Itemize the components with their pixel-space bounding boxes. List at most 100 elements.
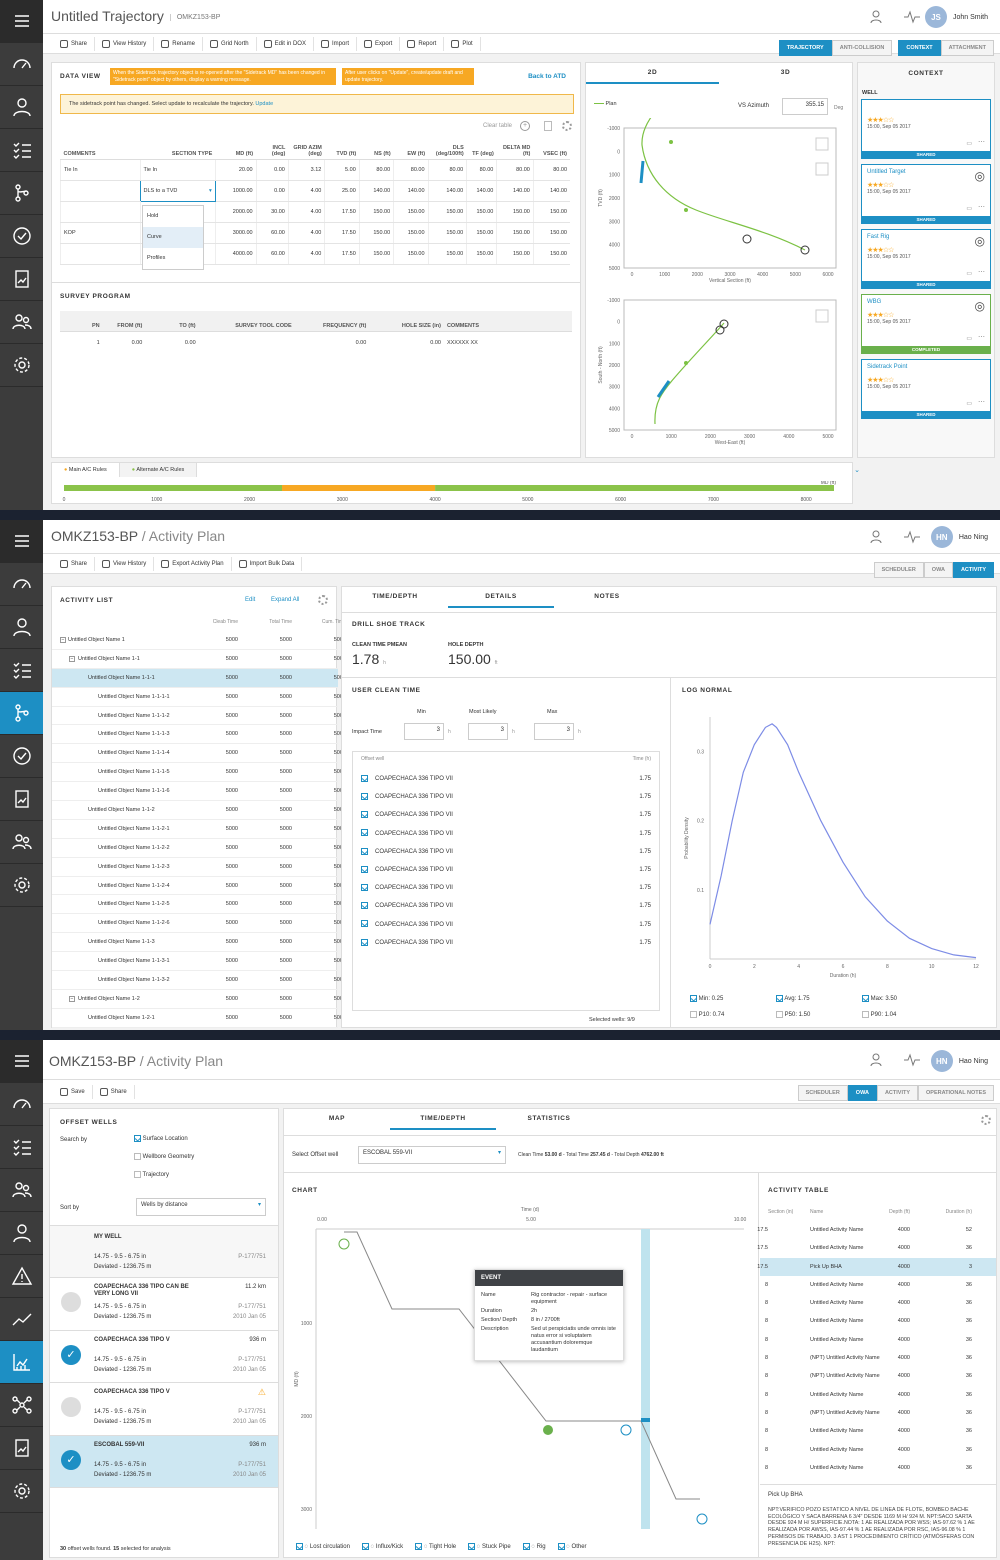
nav-users-icon[interactable] bbox=[0, 301, 43, 344]
legend-item[interactable]: ◌ Lost circulation bbox=[296, 1543, 350, 1550]
table-row[interactable]: KOP 3000.00 60.00 4.00 17.50 150.00 150.00 150.… bbox=[60, 222, 570, 244]
table-cell[interactable] bbox=[199, 331, 295, 355]
nav-menu-icon[interactable] bbox=[0, 520, 43, 563]
most-likely-input[interactable]: 3 bbox=[468, 723, 508, 740]
well-checkbox[interactable] bbox=[361, 865, 368, 873]
nav-gear-icon[interactable] bbox=[0, 1470, 43, 1513]
table-cell[interactable]: 0.00 bbox=[184, 340, 196, 347]
table-cell[interactable]: 30.00 bbox=[255, 201, 289, 223]
stat-checkbox[interactable] bbox=[690, 995, 697, 1002]
tab-scheduler[interactable]: SCHEDULER bbox=[797, 1085, 848, 1101]
list-item[interactable]: − Untitled Object Name 1 5000 5000 5000 bbox=[52, 631, 346, 650]
more-icon[interactable]: ⋯ bbox=[978, 334, 985, 341]
other-event-icon[interactable] bbox=[338, 1238, 350, 1250]
table-cell[interactable]: 80.00 bbox=[358, 159, 394, 181]
table-row[interactable]: 17.5 Pick Up BHA 4000 3 bbox=[757, 1257, 996, 1276]
list-item[interactable]: Untitled Object Name 1-1-2 5000 5000 5000 bbox=[52, 801, 346, 820]
nav-branch-icon[interactable] bbox=[0, 692, 43, 735]
expand-icon[interactable] bbox=[815, 309, 829, 323]
nav-menu-icon[interactable] bbox=[0, 0, 43, 43]
settings-icon[interactable] bbox=[318, 595, 328, 605]
table-cell[interactable]: 4.00 bbox=[287, 201, 325, 223]
vs-azimuth-input[interactable]: 355.15 bbox=[782, 98, 828, 115]
toolbar-view-history[interactable]: View History bbox=[95, 36, 155, 51]
table-row[interactable]: 17.5 Untitled Activity Name 4000 52 bbox=[757, 1221, 996, 1239]
offset-well-item[interactable]: COAPECHACA 336 TIPO V ⚠ 14.75 - 9.5 - 6.75… bbox=[50, 1383, 278, 1436]
toolbar-import-bulk-data[interactable]: Import Bulk Data bbox=[232, 556, 303, 571]
table-row[interactable]: 8 Untitled Activity Name 4000 36 bbox=[760, 1276, 996, 1294]
table-cell[interactable]: 0.00 bbox=[131, 340, 143, 347]
nav-users-icon[interactable] bbox=[0, 1169, 43, 1212]
table-row[interactable]: 4000.00 60.00 4.00 17.50 150.00 150.00 150.00 1… bbox=[60, 243, 570, 265]
table-cell[interactable]: 150.00 bbox=[496, 243, 534, 265]
detail-tab-details[interactable]: DETAILS bbox=[448, 587, 554, 608]
table-cell[interactable] bbox=[60, 201, 141, 223]
table-row[interactable]: 2000.00 30.00 4.00 17.50 150.00 150.00 150.00 1… bbox=[60, 201, 570, 223]
table-cell[interactable]: 20.00 bbox=[214, 159, 257, 181]
list-item[interactable]: Untitled Object Name 1-1-1-6 5000 5000 5000 bbox=[52, 782, 346, 802]
table-row[interactable]: 8 Untitled Activity Name 4000 36 bbox=[760, 1294, 996, 1312]
nav-gear-icon[interactable] bbox=[0, 344, 43, 387]
well-row[interactable]: COAPECHACA 336 TIPO VII 1.75 bbox=[361, 825, 651, 843]
table-cell[interactable]: 80.00 bbox=[532, 159, 570, 181]
clear-table-button[interactable]: Clear table bbox=[482, 123, 512, 129]
table-cell[interactable]: KOP bbox=[60, 222, 141, 244]
toolbar-plot[interactable]: Plot bbox=[444, 36, 481, 51]
table-cell[interactable]: 140.00 bbox=[496, 180, 534, 202]
well-row[interactable]: COAPECHACA 336 TIPO VII 1.75 bbox=[361, 843, 651, 861]
stuck-pipe-event-icon[interactable] bbox=[696, 1513, 708, 1525]
context-card[interactable]: Untitled Target ◎ ★★★☆☆ 15:00, Sep 05 2017 ▭… bbox=[861, 164, 991, 224]
stat-option[interactable]: Min: 0.25 bbox=[690, 995, 723, 1002]
list-item[interactable]: − Untitled Object Name 1-2 5000 5000 5000 bbox=[52, 990, 346, 1009]
table-row[interactable]: DLS to a TVD ▾ 1000.00 0.00 4.00 25.00 140.00… bbox=[60, 179, 570, 202]
table-cell[interactable]: 4.00 bbox=[287, 180, 325, 202]
table-cell[interactable]: 150.00 bbox=[358, 201, 394, 223]
context-card[interactable]: Fast Rig ◎ ★★★☆☆ 15:00, Sep 05 2017 ▭ ⋯ SHARED bbox=[861, 229, 991, 289]
tab-context[interactable]: CONTEXT bbox=[898, 40, 941, 56]
table-cell[interactable]: 140.00 bbox=[466, 180, 497, 202]
tab-attachment[interactable]: ATTACHMENT bbox=[940, 40, 994, 56]
well-checkbox[interactable] bbox=[361, 774, 368, 782]
table-row[interactable]: 8 Untitled Activity Name 4000 36 bbox=[760, 1312, 996, 1330]
list-item[interactable]: Untitled Object Name 1-1-2-1 5000 5000 5000 bbox=[52, 820, 346, 839]
list-item[interactable]: Untitled Object Name 1-1-1 5000 5000 5000 bbox=[52, 668, 346, 688]
well-row[interactable]: COAPECHACA 336 TIPO VII 1.75 bbox=[361, 916, 651, 934]
table-cell[interactable]: 80.00 bbox=[427, 159, 467, 181]
stat-option[interactable]: P90: 1.04 bbox=[862, 1011, 896, 1018]
table-cell[interactable]: 150.00 bbox=[358, 243, 394, 265]
add-row-icon[interactable]: + bbox=[520, 121, 530, 131]
table-row[interactable]: 8 Untitled Activity Name 4000 36 bbox=[760, 1459, 996, 1477]
legend-checkbox[interactable] bbox=[415, 1543, 423, 1550]
select-well-toggle[interactable]: ✓ bbox=[61, 1344, 81, 1365]
nav-trend-icon[interactable] bbox=[0, 1298, 43, 1341]
table-cell[interactable]: 150.00 bbox=[496, 201, 534, 223]
toolbar-view-history[interactable]: View History bbox=[95, 556, 155, 571]
list-item[interactable]: Untitled Object Name 1-1-1-4 5000 5000 5000 bbox=[52, 744, 346, 764]
well-checkbox[interactable] bbox=[361, 829, 368, 837]
table-cell[interactable]: 60.00 bbox=[255, 243, 289, 265]
search-checkbox[interactable] bbox=[134, 1153, 141, 1160]
legend-item[interactable]: ◌ Stuck Pipe bbox=[468, 1543, 511, 1550]
stat-checkbox[interactable] bbox=[776, 1011, 783, 1018]
legend-item[interactable]: ◌ Tight Hole bbox=[415, 1543, 456, 1550]
more-icon[interactable]: ⋯ bbox=[978, 139, 985, 146]
context-card[interactable]: Sidetrack Point ★★★☆☆ 15:00, Sep 05 2017 ▭ ⋯… bbox=[861, 359, 991, 419]
nav-checklist-icon[interactable] bbox=[0, 1126, 43, 1169]
table-cell[interactable] bbox=[60, 180, 141, 202]
list-item[interactable]: Untitled Object Name 1-1-1-1 5000 5000 5000 bbox=[52, 688, 346, 707]
toolbar-import[interactable]: Import bbox=[314, 36, 357, 51]
more-icon[interactable]: ⋯ bbox=[978, 269, 985, 276]
stat-checkbox[interactable] bbox=[862, 995, 869, 1002]
people-search-icon[interactable] bbox=[870, 10, 886, 24]
nav-check-circle-icon[interactable] bbox=[0, 735, 43, 778]
plot-tab-2d[interactable]: 2D bbox=[586, 63, 719, 84]
sort-select[interactable]: Wells by distance bbox=[136, 1198, 266, 1216]
table-cell[interactable]: 150.00 bbox=[393, 201, 429, 223]
table-cell[interactable]: 0.00 bbox=[430, 340, 441, 347]
nav-report-icon[interactable] bbox=[0, 258, 43, 301]
table-cell[interactable]: 150.00 bbox=[358, 222, 394, 244]
table-cell[interactable] bbox=[60, 243, 141, 265]
toolbar-export-activity-plan[interactable]: Export Activity Plan bbox=[154, 556, 232, 571]
well-checkbox[interactable] bbox=[361, 902, 368, 910]
table-cell[interactable]: 150.00 bbox=[466, 201, 497, 223]
